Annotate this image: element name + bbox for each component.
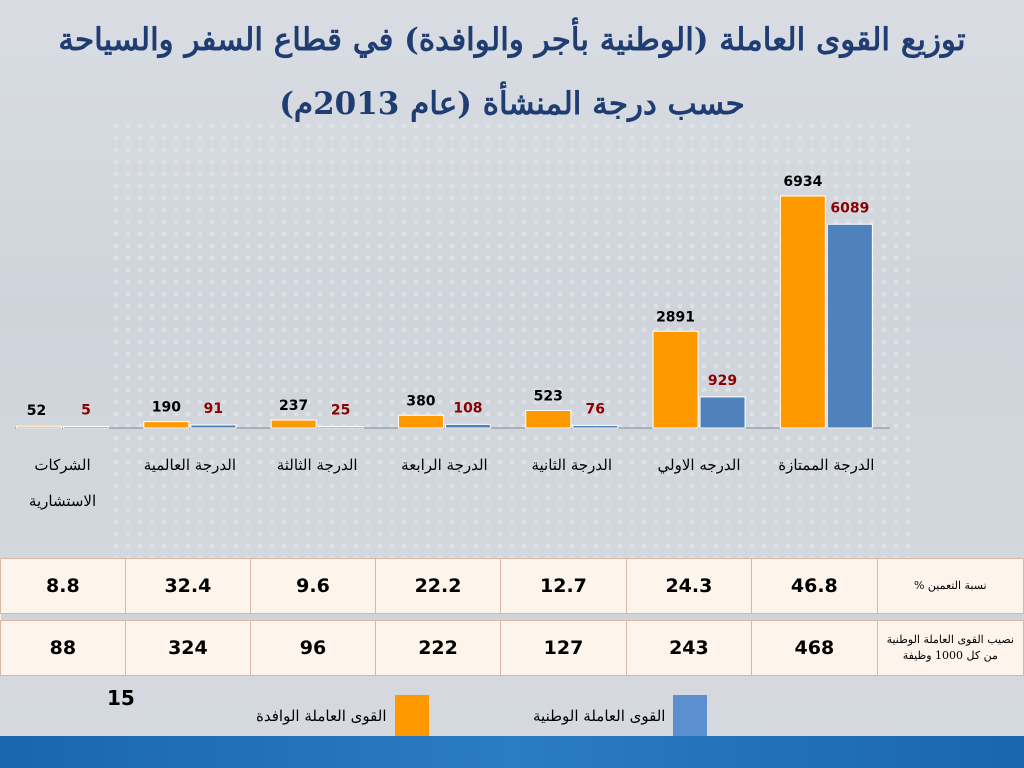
data-label-national: 108 <box>453 400 482 416</box>
table-cell: 243 <box>625 620 753 676</box>
legend-label-expat: القوى العاملة الوافدة <box>256 707 387 725</box>
table-row-label-text: نسبة التعمين % <box>913 579 987 592</box>
table-cell: 96 <box>250 620 376 676</box>
data-label-national: 929 <box>708 373 737 389</box>
bar-expat <box>779 195 826 429</box>
table-cell: 8.8 <box>0 558 126 614</box>
bar-expat <box>652 330 699 429</box>
data-label-national: 76 <box>586 401 605 417</box>
data-label-expat: 2891 <box>656 309 695 325</box>
data-label-expat: 6934 <box>783 174 822 190</box>
bar-national <box>317 426 364 429</box>
category-label: الاستشارية <box>29 492 96 510</box>
table-cell: 88 <box>0 620 126 676</box>
table-row-national-share: 88 324 96 222 127 243 468 نصيب القوى الع… <box>0 620 1024 676</box>
table-cell: 127 <box>500 620 627 676</box>
bar-national <box>190 424 237 429</box>
category-label: الشركات <box>34 456 90 474</box>
data-label-national: 5 <box>81 403 91 419</box>
bar-national <box>63 426 110 429</box>
bar-national <box>444 423 491 429</box>
category-label: الدرجة الممتازة <box>778 456 874 474</box>
bar-national <box>699 396 746 429</box>
data-label-expat: 237 <box>279 398 308 414</box>
background-pattern <box>110 120 910 570</box>
bar-expat <box>525 410 572 429</box>
data-label-national: 6089 <box>830 200 869 216</box>
table-cell: 22.2 <box>374 558 502 614</box>
chart-title-line1: توزيع القوى العاملة (الوطنية بأجر والواف… <box>58 22 966 58</box>
table-cell: 222 <box>374 620 502 676</box>
data-label-national: 25 <box>331 403 350 419</box>
chart-title-line2: حسب درجة المنشأة (عام 2013م) <box>279 86 745 122</box>
data-label-national: 91 <box>204 401 223 417</box>
data-label-expat: 52 <box>27 403 46 419</box>
table-cell: 12.7 <box>500 558 627 614</box>
table-row-label: نصيب القوى العاملة الوطنية من كل 1000 وظ… <box>876 620 1024 676</box>
category-label: الدرجة العالمية <box>144 456 236 474</box>
table-row-omanization: 8.8 32.4 9.6 22.2 12.7 24.3 46.8 نسبة ال… <box>0 558 1024 614</box>
table-cell: 468 <box>751 620 878 676</box>
legend-swatch-national <box>673 695 708 737</box>
table-row-label: نسبة التعمين % <box>876 558 1024 614</box>
category-label: الدرجة الثالثة <box>277 456 358 474</box>
bar-expat <box>16 425 63 429</box>
table-cell: 46.8 <box>751 558 878 614</box>
table-cell: 9.6 <box>250 558 376 614</box>
data-label-expat: 380 <box>406 393 435 409</box>
table-cell: 32.4 <box>124 558 252 614</box>
stats-table: 8.8 32.4 9.6 22.2 12.7 24.3 46.8 نسبة ال… <box>0 558 1024 676</box>
data-label-expat: 523 <box>534 389 563 405</box>
table-row-label-text: نصيب القوى العاملة الوطنية <box>886 633 1014 646</box>
table-row-label-text: من كل 1000 وظيفة <box>902 649 998 662</box>
bar-expat <box>397 414 444 429</box>
bar-national <box>572 424 619 429</box>
bar-chart: 6934 6089 الدرجة الممتازة 2891 929 الدرجه الا… <box>15 174 890 510</box>
legend-swatch-expat <box>394 695 429 737</box>
bar-expat <box>143 421 190 429</box>
category-label: الدرجة الثانية <box>531 456 612 474</box>
data-label-expat: 190 <box>152 400 181 416</box>
legend-item-national: القوى العاملة الوطنية <box>533 695 708 737</box>
footer-bar <box>0 736 1024 768</box>
category-label: الدرجه الاولي <box>658 456 741 474</box>
legend-item-expat: القوى العاملة الوافدة <box>256 695 429 737</box>
category-label: الدرجة الرابعة <box>401 456 488 474</box>
legend-label-national: القوى العاملة الوطنية <box>533 707 666 725</box>
table-cell: 24.3 <box>625 558 753 614</box>
table-cell: 324 <box>124 620 252 676</box>
bar-expat <box>270 419 317 429</box>
page-number: 15 <box>107 686 135 710</box>
bar-national <box>826 223 873 429</box>
